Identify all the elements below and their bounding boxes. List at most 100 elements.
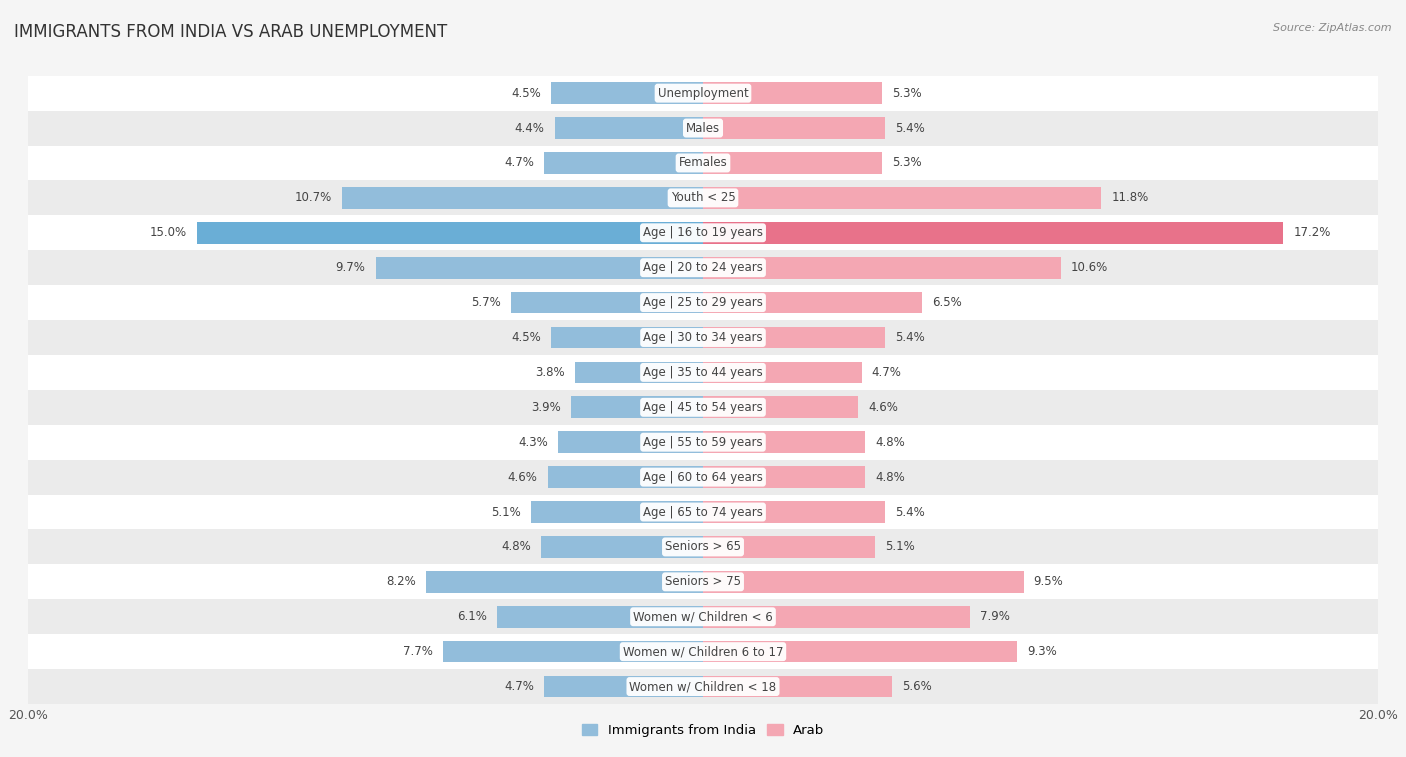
Text: 3.8%: 3.8% — [536, 366, 565, 379]
Bar — [703, 431, 865, 453]
Text: Age | 45 to 54 years: Age | 45 to 54 years — [643, 400, 763, 414]
Text: 4.8%: 4.8% — [875, 471, 905, 484]
Bar — [558, 431, 703, 453]
Bar — [28, 669, 1378, 704]
Bar — [551, 327, 703, 348]
Bar — [703, 466, 865, 488]
Bar — [703, 257, 1060, 279]
Text: 15.0%: 15.0% — [149, 226, 187, 239]
Text: 6.1%: 6.1% — [457, 610, 486, 623]
Text: 9.5%: 9.5% — [1033, 575, 1063, 588]
Bar — [575, 362, 703, 383]
Text: Age | 60 to 64 years: Age | 60 to 64 years — [643, 471, 763, 484]
Text: Age | 65 to 74 years: Age | 65 to 74 years — [643, 506, 763, 519]
Bar — [510, 291, 703, 313]
Bar — [703, 606, 970, 628]
Bar — [28, 565, 1378, 600]
Bar — [544, 152, 703, 174]
Bar — [28, 215, 1378, 251]
Bar — [426, 571, 703, 593]
Bar — [28, 355, 1378, 390]
Bar — [703, 117, 886, 139]
Text: 5.1%: 5.1% — [491, 506, 520, 519]
Text: 5.3%: 5.3% — [891, 157, 921, 170]
Text: 5.4%: 5.4% — [896, 331, 925, 344]
Bar — [28, 494, 1378, 529]
Text: 5.1%: 5.1% — [886, 540, 915, 553]
Bar — [554, 117, 703, 139]
Text: 5.6%: 5.6% — [903, 680, 932, 693]
Text: 8.2%: 8.2% — [387, 575, 416, 588]
Text: 6.5%: 6.5% — [932, 296, 962, 309]
Text: 5.4%: 5.4% — [896, 506, 925, 519]
Bar — [375, 257, 703, 279]
Bar — [28, 425, 1378, 459]
Bar — [28, 285, 1378, 320]
Bar — [28, 145, 1378, 180]
Text: Seniors > 75: Seniors > 75 — [665, 575, 741, 588]
Text: Women w/ Children < 6: Women w/ Children < 6 — [633, 610, 773, 623]
Text: 4.8%: 4.8% — [875, 436, 905, 449]
Bar — [703, 641, 1017, 662]
Text: 3.9%: 3.9% — [531, 400, 561, 414]
Bar — [703, 362, 862, 383]
Bar — [28, 459, 1378, 494]
Text: Age | 30 to 34 years: Age | 30 to 34 years — [643, 331, 763, 344]
Text: IMMIGRANTS FROM INDIA VS ARAB UNEMPLOYMENT: IMMIGRANTS FROM INDIA VS ARAB UNEMPLOYME… — [14, 23, 447, 41]
Bar — [342, 187, 703, 209]
Bar — [28, 180, 1378, 215]
Text: Seniors > 65: Seniors > 65 — [665, 540, 741, 553]
Bar — [551, 83, 703, 104]
Text: Age | 55 to 59 years: Age | 55 to 59 years — [643, 436, 763, 449]
Bar — [197, 222, 703, 244]
Bar — [703, 187, 1101, 209]
Text: Males: Males — [686, 122, 720, 135]
Text: 4.8%: 4.8% — [501, 540, 531, 553]
Bar — [703, 397, 858, 418]
Bar — [703, 501, 886, 523]
Text: 17.2%: 17.2% — [1294, 226, 1331, 239]
Text: 4.6%: 4.6% — [869, 400, 898, 414]
Text: 9.3%: 9.3% — [1026, 645, 1057, 658]
Text: 10.6%: 10.6% — [1071, 261, 1108, 274]
Text: Women w/ Children 6 to 17: Women w/ Children 6 to 17 — [623, 645, 783, 658]
Bar — [703, 676, 891, 697]
Text: 7.9%: 7.9% — [980, 610, 1010, 623]
Text: Women w/ Children < 18: Women w/ Children < 18 — [630, 680, 776, 693]
Text: 4.7%: 4.7% — [505, 157, 534, 170]
Text: Age | 20 to 24 years: Age | 20 to 24 years — [643, 261, 763, 274]
Text: 4.6%: 4.6% — [508, 471, 537, 484]
Text: 9.7%: 9.7% — [336, 261, 366, 274]
Bar — [28, 320, 1378, 355]
Text: Unemployment: Unemployment — [658, 86, 748, 100]
Text: 5.7%: 5.7% — [471, 296, 501, 309]
Bar — [703, 83, 882, 104]
Bar — [544, 676, 703, 697]
Text: Age | 25 to 29 years: Age | 25 to 29 years — [643, 296, 763, 309]
Text: 11.8%: 11.8% — [1111, 192, 1149, 204]
Text: 5.3%: 5.3% — [891, 86, 921, 100]
Bar — [531, 501, 703, 523]
Bar — [28, 76, 1378, 111]
Bar — [703, 571, 1024, 593]
Text: 4.3%: 4.3% — [517, 436, 548, 449]
Bar — [28, 111, 1378, 145]
Text: 10.7%: 10.7% — [295, 192, 332, 204]
Bar — [703, 222, 1284, 244]
Bar — [541, 536, 703, 558]
Bar — [703, 291, 922, 313]
Bar — [28, 600, 1378, 634]
Bar — [571, 397, 703, 418]
Text: Females: Females — [679, 157, 727, 170]
Bar — [703, 327, 886, 348]
Bar — [498, 606, 703, 628]
Text: Age | 16 to 19 years: Age | 16 to 19 years — [643, 226, 763, 239]
Text: 4.7%: 4.7% — [505, 680, 534, 693]
Text: 4.5%: 4.5% — [512, 86, 541, 100]
Bar — [28, 529, 1378, 565]
Text: 7.7%: 7.7% — [404, 645, 433, 658]
Bar — [703, 152, 882, 174]
Text: 4.4%: 4.4% — [515, 122, 544, 135]
Legend: Immigrants from India, Arab: Immigrants from India, Arab — [578, 721, 828, 741]
Bar — [28, 634, 1378, 669]
